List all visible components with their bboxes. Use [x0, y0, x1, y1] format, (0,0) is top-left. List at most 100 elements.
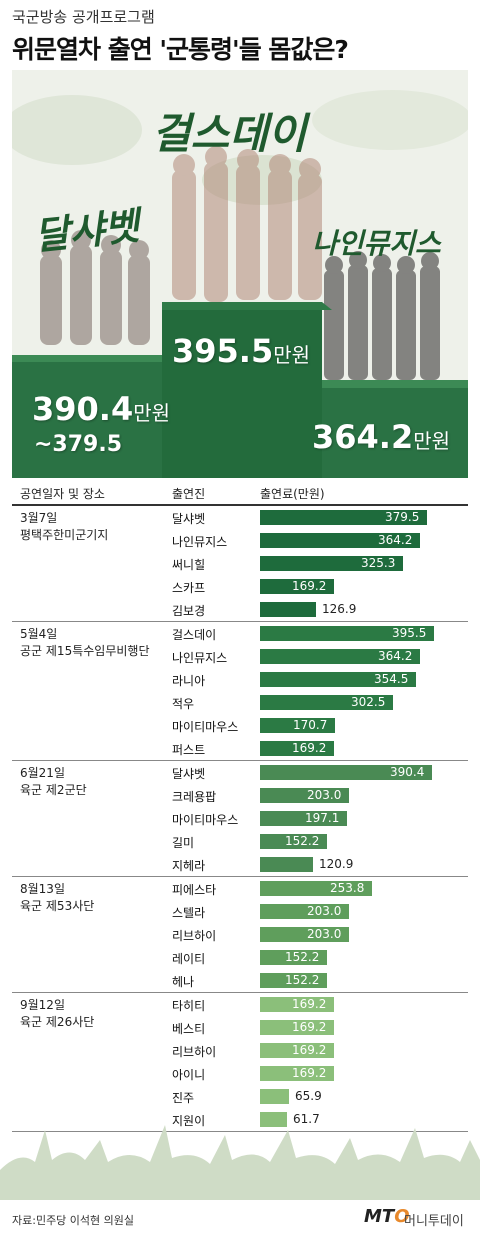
performer-name: 달샤벳 — [172, 512, 206, 526]
brand-name: 머니투데이 — [404, 1214, 464, 1229]
section-place: 육군 제53사단 — [20, 899, 95, 913]
fee-bar — [260, 579, 334, 594]
fee-value-label: 152.2 — [285, 973, 320, 987]
fee-value-label: 169.2 — [292, 579, 327, 593]
bar-row: 나인뮤지스 364.2 — [12, 645, 468, 668]
bar-row: 김보경 126.9 — [12, 598, 468, 621]
fee-value-label: 120.9 — [319, 857, 354, 871]
bar-row: 길미 152.2 — [12, 830, 468, 853]
header: 국군방송 공개프로그램 위문열차 출연 '군통령'들 몸값은? — [0, 0, 480, 72]
performer-name: 리브하이 — [172, 1045, 217, 1059]
performer-name: 피에스타 — [172, 883, 217, 897]
amount-value: 395.5 — [172, 332, 274, 370]
source-note: 자료:민주당 이석현 의원실 — [12, 1214, 135, 1227]
performer-name: 헤나 — [172, 975, 195, 989]
fee-bar — [260, 672, 416, 687]
performer-name: 나인뮤지스 — [172, 651, 228, 665]
section-date: 6월21일 — [20, 766, 65, 780]
performer-name: 스카프 — [172, 581, 206, 595]
performer-name: 마이티마우스 — [172, 720, 239, 734]
section-place: 평택주한미군기지 — [20, 528, 109, 542]
logo-text: MT — [364, 1206, 395, 1227]
bar-row: 지헤라 120.9 — [12, 853, 468, 876]
performer-name: 스텔라 — [172, 906, 206, 920]
bar-row: 적우 302.5 — [12, 691, 468, 714]
bar-row: 마이티마우스 170.7 — [12, 714, 468, 737]
fee-value-label: 354.5 — [374, 672, 409, 686]
fee-value-label: 395.5 — [392, 626, 427, 640]
bar-row: 피에스타 253.8 — [12, 877, 468, 900]
amount-girlsday: 395.5만원 — [172, 332, 310, 370]
fee-bar — [260, 510, 427, 525]
fee-value-label: 302.5 — [351, 695, 386, 709]
fee-bar — [260, 811, 347, 826]
amount-unit: 만원 — [273, 343, 311, 367]
amount-unit: 만원 — [133, 401, 171, 425]
footer: 자료:민주당 이석현 의원실 MTO 머니투데이 — [0, 1100, 480, 1259]
hero-illustration: 달샤벳 걸스데이 나인뮤지스 390.4만원 ~379.5 395.5만원 36… — [12, 70, 468, 478]
table-header: 공연일자 및 장소 출연진 출연료(만원) — [12, 480, 468, 506]
bar-row: 걸스데이 395.5 — [12, 622, 468, 645]
bar-row: 헤나 152.2 — [12, 969, 468, 992]
bar-row: 달샤벳 379.5 — [12, 506, 468, 529]
bar-row: 써니힐 325.3 — [12, 552, 468, 575]
logo-o: O — [394, 1206, 410, 1227]
fee-bar — [260, 1043, 334, 1058]
mt-logo: MTO — [364, 1206, 410, 1227]
fee-value-label: 61.7 — [293, 1112, 320, 1126]
bar-row: 스텔라 203.0 — [12, 900, 468, 923]
fee-bar — [260, 602, 316, 617]
section-4: 8월13일 육군 제53사단 피에스타 253.8 스텔라 203.0 리브하이 203.0 레… — [12, 877, 468, 993]
section-place: 육군 제26사단 — [20, 1015, 95, 1029]
performer-name: 지헤라 — [172, 859, 206, 873]
performer-name: 퍼스트 — [172, 743, 206, 757]
bar-row: 크레용팝 203.0 — [12, 784, 468, 807]
section-date-place: 8월13일 육군 제53사단 — [20, 881, 94, 915]
column-header-date: 공연일자 및 장소 — [20, 487, 105, 501]
bar-row: 진주 65.9 — [12, 1085, 468, 1108]
bar-row: 레이티 152.2 — [12, 946, 468, 969]
fee-value-label: 152.2 — [285, 834, 320, 848]
column-header-performer: 출연진 — [172, 487, 206, 501]
amount-value: 364.2 — [312, 418, 414, 456]
bar-row: 리브하이 203.0 — [12, 923, 468, 946]
subtitle: 국군방송 공개프로그램 — [12, 8, 155, 26]
performer-name: 리브하이 — [172, 929, 217, 943]
bar-row: 나인뮤지스 364.2 — [12, 529, 468, 552]
fee-value-label: 364.2 — [378, 649, 413, 663]
bar-row: 퍼스트 169.2 — [12, 737, 468, 760]
fee-bar — [260, 1089, 289, 1104]
fee-value-label: 169.2 — [292, 741, 327, 755]
group-name-dalshabet: 달샤벳 — [32, 202, 142, 259]
page-title: 위문열차 출연 '군통령'들 몸값은? — [12, 35, 349, 64]
performer-name: 달샤벳 — [172, 767, 206, 781]
fee-bar — [260, 881, 372, 896]
amount-unit: 만원 — [413, 429, 451, 453]
fee-value-label: 325.3 — [361, 556, 396, 570]
performer-name: 걸스데이 — [172, 628, 217, 642]
amount-dalshabet-extra: ~379.5 — [34, 432, 123, 457]
performer-name: 베스티 — [172, 1022, 206, 1036]
performer-name: 써니힐 — [172, 558, 206, 572]
performer-name: 크레용팝 — [172, 790, 217, 804]
fee-value-label: 379.5 — [385, 510, 420, 524]
section-place: 공군 제15특수임무비행단 — [20, 644, 150, 658]
performer-name: 길미 — [172, 836, 195, 850]
section-5: 9월12일 육군 제26사단 타히티 169.2 베스티 169.2 리브하이 169.2 아이… — [12, 993, 468, 1132]
fee-bar — [260, 556, 403, 571]
fee-bar — [260, 834, 327, 849]
fee-bar — [260, 533, 420, 548]
section-date: 3월7일 — [20, 511, 58, 525]
bar-row: 라니아 354.5 — [12, 668, 468, 691]
fee-bar — [260, 927, 349, 942]
section-date: 5월4일 — [20, 627, 58, 641]
fee-bar — [260, 1112, 287, 1127]
bar-row: 리브하이 169.2 — [12, 1039, 468, 1062]
fee-bar — [260, 950, 327, 965]
fee-bar — [260, 649, 420, 664]
bar-row: 달샤벳 390.4 — [12, 761, 468, 784]
performer-name: 라니아 — [172, 674, 206, 688]
fee-bar — [260, 973, 327, 988]
performer-name: 지원이 — [172, 1114, 206, 1128]
